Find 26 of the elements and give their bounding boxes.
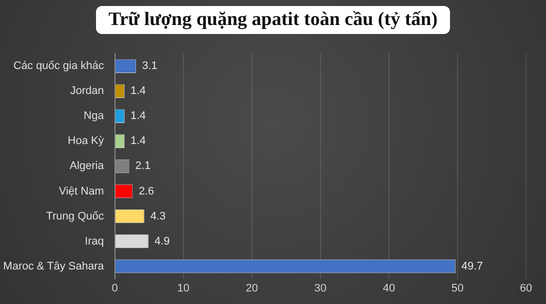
- data-label: 4.3: [150, 210, 166, 222]
- x-tick-label: 50: [451, 282, 464, 294]
- y-tick-label: Algeria: [70, 160, 105, 172]
- data-label: 49.7: [461, 260, 483, 272]
- y-tick-label: Hoa Kỳ: [68, 135, 104, 148]
- data-label: 3.1: [142, 60, 158, 72]
- x-tick-label: 30: [314, 282, 327, 294]
- data-label: 1.4: [130, 85, 146, 98]
- y-tick-label: Các quốc gia khác: [13, 60, 104, 72]
- y-tick-label: Trung Quốc: [46, 210, 104, 222]
- x-tick-label: 40: [382, 282, 396, 294]
- x-tick-label: 20: [246, 282, 258, 294]
- data-label: 2.1: [135, 160, 151, 172]
- y-tick-label: Việt Nam: [58, 185, 104, 198]
- y-tick-label: Maroc & Tây Sahara: [3, 260, 105, 272]
- x-tick-label: 60: [520, 282, 532, 294]
- data-label: 4.9: [154, 235, 170, 248]
- y-tick-label: Iraq: [84, 235, 104, 248]
- y-tick-label: Nga: [84, 110, 105, 122]
- data-label: 2.6: [138, 185, 154, 198]
- y-tick-label: Jordan: [70, 85, 104, 98]
- chart-title: Trữ lượng quặng apatit toàn cầu (tỷ tấn): [96, 6, 450, 34]
- x-tick-label: 0: [112, 282, 118, 294]
- data-label: 1.4: [130, 110, 146, 122]
- x-tick-label: 10: [177, 282, 190, 294]
- data-label: 1.4: [130, 135, 146, 148]
